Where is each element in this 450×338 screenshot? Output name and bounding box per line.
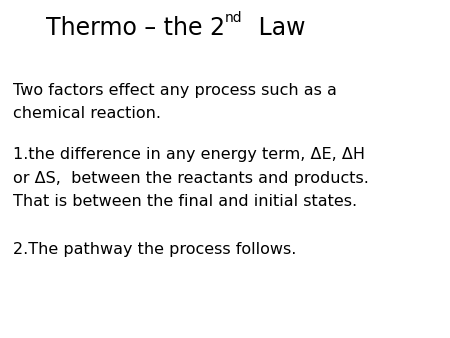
Text: Law: Law — [251, 17, 306, 41]
Text: Two factors effect any process such as a: Two factors effect any process such as a — [13, 83, 337, 98]
Text: 2.The pathway the process follows.: 2.The pathway the process follows. — [13, 242, 296, 257]
Text: or ΔS,  between the reactants and products.: or ΔS, between the reactants and product… — [13, 171, 369, 186]
Text: chemical reaction.: chemical reaction. — [13, 106, 161, 121]
Text: 1.the difference in any energy term, ΔE, ΔH: 1.the difference in any energy term, ΔE,… — [13, 147, 365, 162]
Text: nd: nd — [225, 11, 243, 25]
Text: Thermo – the 2: Thermo – the 2 — [46, 17, 225, 41]
Text: That is between the final and initial states.: That is between the final and initial st… — [13, 194, 357, 209]
